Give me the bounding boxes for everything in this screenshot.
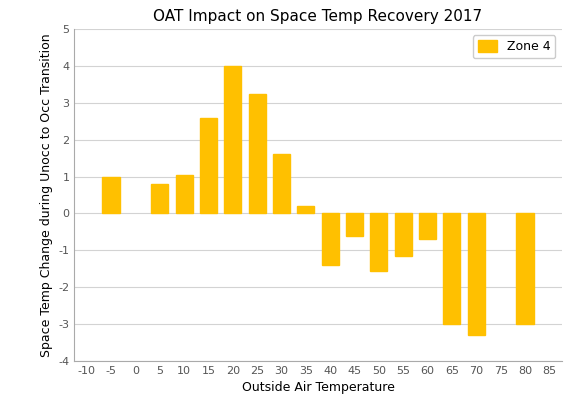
Bar	[395, 213, 412, 256]
X-axis label: Outside Air Temperature: Outside Air Temperature	[242, 381, 394, 395]
Bar	[419, 213, 436, 239]
Bar	[273, 154, 290, 213]
Bar	[346, 213, 363, 236]
Bar	[444, 213, 461, 324]
Bar	[249, 94, 266, 213]
Y-axis label: Space Temp Change during Unocc to Occ Transition: Space Temp Change during Unocc to Occ Tr…	[40, 33, 53, 357]
Bar	[224, 66, 241, 213]
Bar	[151, 184, 168, 213]
Bar	[516, 213, 533, 324]
Bar	[175, 175, 193, 213]
Bar	[297, 206, 315, 213]
Legend: Zone 4: Zone 4	[473, 35, 555, 58]
Bar	[103, 177, 120, 213]
Bar	[200, 117, 217, 213]
Title: OAT Impact on Space Temp Recovery 2017: OAT Impact on Space Temp Recovery 2017	[154, 9, 482, 24]
Bar	[370, 213, 387, 271]
Bar	[321, 213, 339, 265]
Bar	[468, 213, 485, 335]
